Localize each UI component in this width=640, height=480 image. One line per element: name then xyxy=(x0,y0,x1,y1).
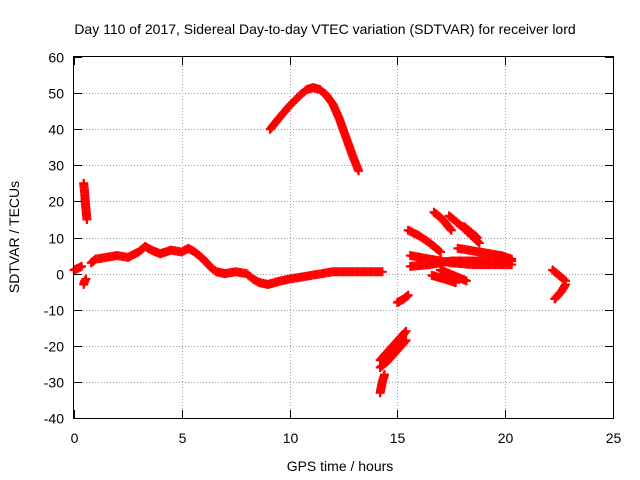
series-right-b xyxy=(550,279,571,304)
series-right-a xyxy=(548,265,571,286)
data-point xyxy=(446,225,456,235)
data-point xyxy=(474,238,484,248)
series-bump-arc xyxy=(265,83,364,176)
data-point xyxy=(472,233,482,242)
data-point xyxy=(81,274,91,284)
y-tick-label: -30 xyxy=(44,375,64,391)
y-axis-title: SDTVAR / TECUs xyxy=(6,181,22,293)
y-tick-label: 10 xyxy=(48,231,64,247)
x-tick-label: 10 xyxy=(283,430,299,446)
y-tick-label: -40 xyxy=(44,411,64,427)
x-tick-label: 20 xyxy=(498,430,514,446)
data-point xyxy=(445,224,455,234)
y-tick-label: 20 xyxy=(48,194,64,210)
data-point xyxy=(400,337,410,347)
series-dip-b xyxy=(375,326,411,365)
series-mid-c xyxy=(436,265,471,286)
data-point xyxy=(354,166,364,176)
series-upper-d xyxy=(459,222,482,242)
data-point xyxy=(401,326,411,336)
data-point xyxy=(461,276,471,286)
y-tick-label: -10 xyxy=(44,303,64,319)
data-point xyxy=(77,261,87,271)
data-point xyxy=(400,328,410,338)
data-point xyxy=(401,335,411,345)
y-tick-label: 50 xyxy=(48,86,64,102)
x-tick-label: 15 xyxy=(390,430,406,446)
x-tick-label: 25 xyxy=(606,430,622,446)
axis-ticks: -40 -30 -20 -10 0 10 20 30 40 50 60 0 5 10 15 20 25 xyxy=(44,50,622,447)
series-upper-a xyxy=(403,225,446,257)
series-short-a xyxy=(392,290,413,307)
y-tick-label: 40 xyxy=(48,122,64,138)
x-tick-label: 0 xyxy=(71,430,79,446)
data-point xyxy=(403,290,413,300)
data-point xyxy=(434,246,444,256)
series-dip-a xyxy=(375,370,389,398)
series-mid-d xyxy=(453,243,517,264)
data-point xyxy=(379,370,389,380)
data-point xyxy=(377,267,387,277)
data-point xyxy=(82,214,92,224)
data-points xyxy=(69,83,571,398)
data-point xyxy=(402,291,412,301)
series-early-low xyxy=(69,261,87,275)
y-tick-label: 30 xyxy=(48,158,64,174)
data-point xyxy=(471,231,481,241)
y-tick-label: -20 xyxy=(44,339,64,355)
y-tick-label: 0 xyxy=(56,267,64,283)
x-tick-label: 5 xyxy=(179,430,187,446)
data-point xyxy=(451,278,461,288)
series-dip-c xyxy=(375,335,411,372)
series-upper-b xyxy=(429,207,456,235)
y-tick-label: 60 xyxy=(48,50,64,66)
series-early-neg xyxy=(79,274,91,289)
data-point xyxy=(507,254,517,264)
plot-frame xyxy=(73,56,614,419)
data-point xyxy=(561,279,571,289)
series-main-curve xyxy=(86,242,387,289)
series-early-spike xyxy=(79,178,92,224)
grid xyxy=(74,57,613,418)
x-axis-title: GPS time / hours xyxy=(287,458,394,474)
chart-title: Day 110 of 2017, Sidereal Day-to-day VTE… xyxy=(74,21,575,37)
data-point xyxy=(436,247,446,257)
series-mid-e xyxy=(427,270,461,288)
